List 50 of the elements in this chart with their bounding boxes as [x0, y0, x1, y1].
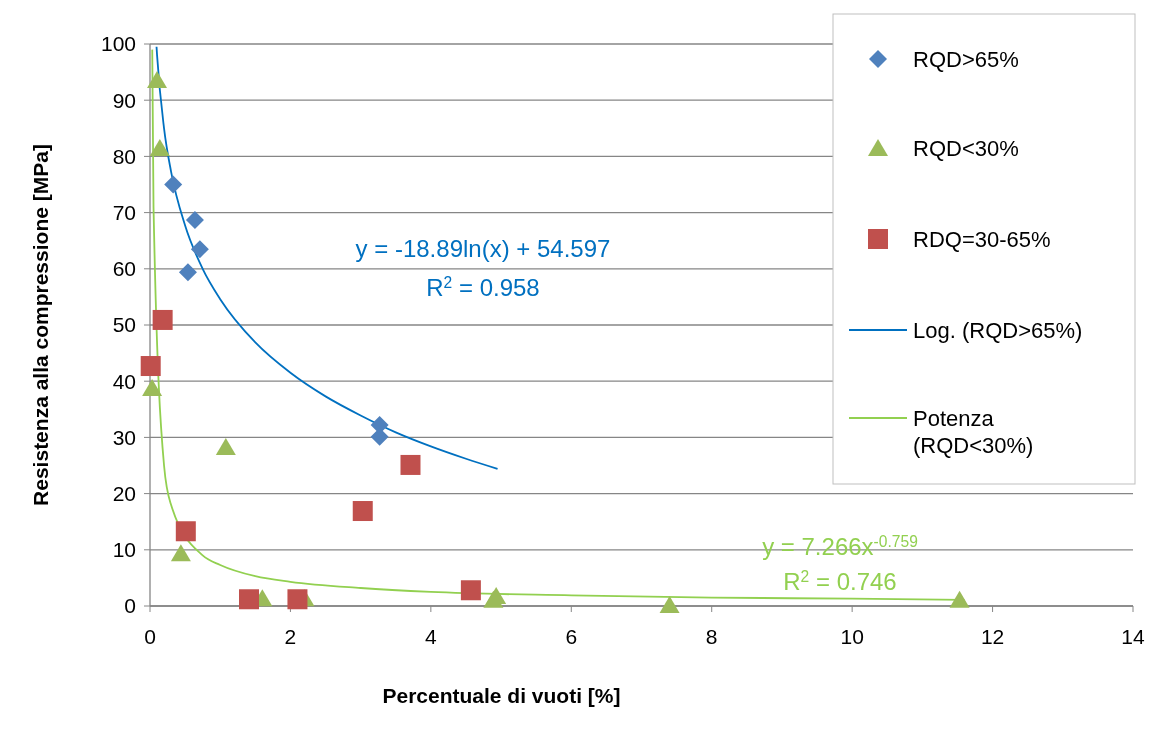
point [164, 175, 183, 194]
point [147, 70, 168, 88]
point [486, 586, 507, 604]
y-tick-label: 90 [112, 88, 136, 112]
x-tick-label: 0 [144, 625, 156, 648]
y-tick-label: 30 [112, 425, 136, 449]
legend-label: RQD>65% [913, 46, 1019, 72]
y-tick-label: 10 [112, 538, 136, 562]
legend-label: RDQ=30-65% [913, 226, 1051, 252]
x-tick-label: 8 [705, 625, 718, 648]
x-tick-label: 14 [1121, 625, 1145, 648]
x-tick-label: 2 [284, 625, 297, 648]
y-tick-label: 60 [112, 257, 136, 281]
point [152, 309, 173, 330]
x-axis-title: Percentuale di vuoti [%] [382, 684, 621, 707]
point [178, 263, 197, 282]
point [175, 521, 196, 542]
x-tick-label: 4 [425, 625, 438, 648]
point [400, 454, 421, 475]
y-tick-label: 50 [112, 313, 136, 337]
x-tick-label: 6 [565, 625, 578, 648]
legend-label: RQD<30% [913, 135, 1019, 161]
y-tick-label: 70 [112, 200, 136, 224]
point [142, 378, 163, 396]
annotation: R$^{2}$ = 0.958 [426, 273, 540, 301]
point [659, 595, 680, 613]
y-tick-label: 40 [112, 369, 136, 393]
point [352, 501, 373, 522]
x-tick-label: 10 [840, 625, 864, 648]
point [460, 580, 481, 601]
x-tick-label: 12 [980, 625, 1005, 648]
legend-label: Potenza (RQD<30%) [913, 405, 1034, 459]
annotation: R$^{2}$ = 0.746 [783, 567, 897, 595]
point [239, 589, 259, 610]
y-axis-title: Resistenza alla compressione [MPa] [29, 144, 52, 506]
point [170, 544, 191, 562]
y-tick-label: 20 [112, 481, 136, 505]
annotation: y = -18.89ln(x) + 54.597 [355, 235, 611, 262]
point [149, 138, 170, 156]
point [287, 589, 308, 610]
point [185, 210, 204, 229]
legend-label: Log. (RQD>65%) [913, 317, 1083, 343]
y-tick-label: 80 [112, 144, 136, 168]
point [190, 240, 209, 259]
point [215, 437, 236, 455]
y-tick-label: 100 [100, 32, 136, 56]
annotation: y = 7.266x$^{-0.759}$ [762, 532, 918, 560]
y-tick-label: 0 [124, 594, 136, 618]
point [949, 590, 970, 608]
point [140, 356, 161, 377]
